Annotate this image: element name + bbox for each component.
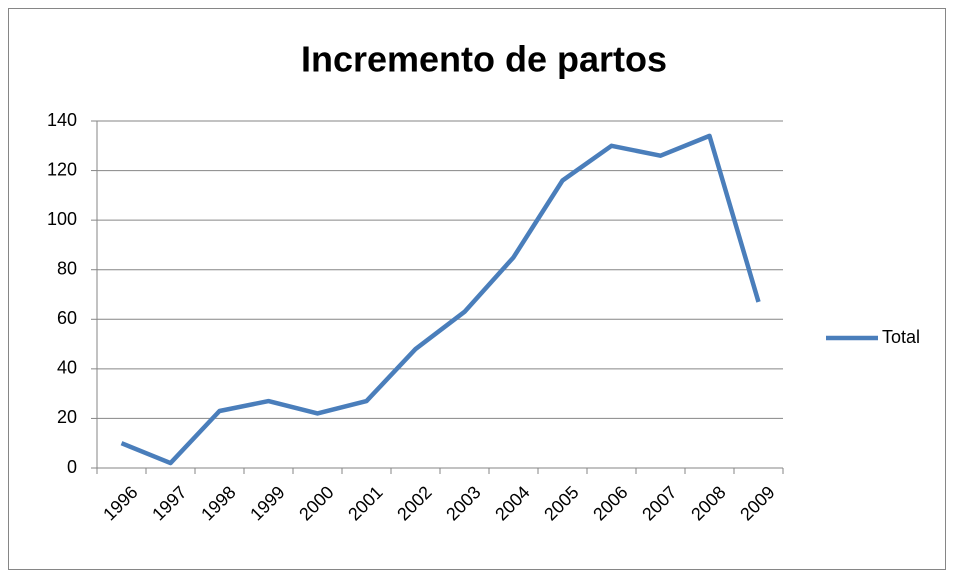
y-tick-label: 120: [47, 159, 77, 179]
chart-border: [8, 8, 946, 570]
y-tick-label: 80: [57, 258, 77, 278]
y-tick-label: 40: [57, 358, 77, 378]
y-tick-label: 140: [47, 110, 77, 130]
y-tick-label: 20: [57, 407, 77, 427]
data-line: [120, 133, 761, 466]
chart-title: Incremento de partos: [301, 39, 667, 80]
legend-label: Total: [882, 327, 920, 347]
y-tick-label: 100: [47, 209, 77, 229]
y-tick-label: 0: [67, 457, 77, 477]
y-tick-label: 60: [57, 308, 77, 328]
